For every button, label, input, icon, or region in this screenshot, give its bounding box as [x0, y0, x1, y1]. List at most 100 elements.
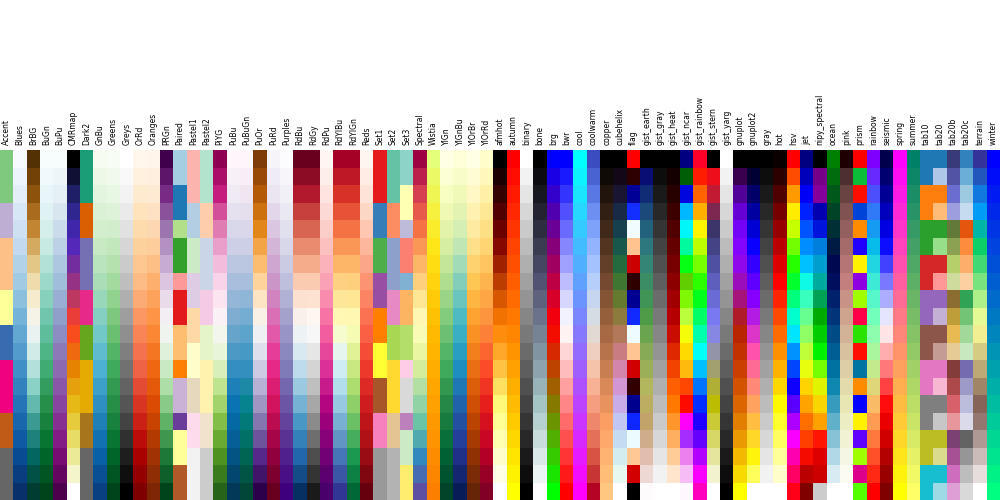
- Bar: [227, 238, 240, 255]
- Bar: [707, 342, 720, 360]
- Bar: [427, 325, 440, 342]
- Bar: [840, 412, 853, 430]
- Bar: [453, 308, 467, 325]
- Bar: [93, 482, 107, 500]
- Bar: [160, 290, 173, 308]
- Bar: [0, 412, 13, 430]
- Bar: [267, 272, 280, 290]
- Bar: [427, 272, 440, 290]
- Bar: [213, 395, 227, 412]
- Bar: [707, 238, 720, 255]
- Bar: [987, 482, 1000, 500]
- Bar: [773, 482, 787, 500]
- Bar: [520, 238, 533, 255]
- Bar: [493, 448, 507, 465]
- Bar: [160, 238, 173, 255]
- Bar: [400, 395, 413, 412]
- Bar: [200, 325, 213, 342]
- Bar: [840, 482, 853, 500]
- Bar: [13, 220, 27, 238]
- Bar: [333, 202, 347, 220]
- Bar: [787, 238, 800, 255]
- Bar: [667, 378, 680, 395]
- Text: gnuplot: gnuplot: [736, 116, 744, 145]
- Bar: [360, 220, 373, 238]
- Bar: [320, 272, 333, 290]
- Bar: [813, 360, 827, 378]
- Bar: [467, 448, 480, 465]
- Bar: [987, 290, 1000, 308]
- Text: PRGn: PRGn: [162, 124, 171, 145]
- Bar: [667, 465, 680, 482]
- Bar: [0, 220, 13, 238]
- Bar: [667, 342, 680, 360]
- Bar: [13, 342, 27, 360]
- Bar: [413, 168, 427, 185]
- Bar: [267, 395, 280, 412]
- Bar: [907, 290, 920, 308]
- Bar: [613, 325, 627, 342]
- Bar: [80, 202, 93, 220]
- Bar: [0, 290, 13, 308]
- Bar: [200, 465, 213, 482]
- Bar: [240, 325, 253, 342]
- Bar: [213, 482, 227, 500]
- Bar: [800, 430, 813, 448]
- Bar: [867, 342, 880, 360]
- Bar: [760, 255, 773, 272]
- Bar: [0, 360, 13, 378]
- Bar: [493, 255, 507, 272]
- Bar: [293, 325, 307, 342]
- Bar: [173, 308, 187, 325]
- Bar: [507, 168, 520, 185]
- Bar: [493, 150, 507, 168]
- Bar: [720, 168, 733, 185]
- Bar: [347, 395, 360, 412]
- Bar: [933, 378, 947, 395]
- Bar: [67, 202, 80, 220]
- Bar: [133, 325, 147, 342]
- Bar: [893, 272, 907, 290]
- Bar: [867, 308, 880, 325]
- Bar: [307, 202, 320, 220]
- Bar: [67, 465, 80, 482]
- Bar: [320, 185, 333, 202]
- Bar: [373, 342, 387, 360]
- Bar: [813, 150, 827, 168]
- Bar: [187, 378, 200, 395]
- Bar: [133, 308, 147, 325]
- Bar: [973, 185, 987, 202]
- Bar: [80, 150, 93, 168]
- Bar: [667, 360, 680, 378]
- Text: bone: bone: [536, 126, 544, 145]
- Bar: [933, 150, 947, 168]
- Bar: [67, 412, 80, 430]
- Bar: [53, 150, 67, 168]
- Bar: [413, 342, 427, 360]
- Bar: [800, 255, 813, 272]
- Bar: [773, 465, 787, 482]
- Bar: [933, 482, 947, 500]
- Bar: [547, 430, 560, 448]
- Bar: [13, 168, 27, 185]
- Bar: [320, 220, 333, 238]
- Bar: [733, 308, 747, 325]
- Bar: [27, 202, 40, 220]
- Bar: [667, 272, 680, 290]
- Bar: [960, 360, 973, 378]
- Bar: [760, 168, 773, 185]
- Bar: [880, 395, 893, 412]
- Text: RdGy: RdGy: [309, 124, 318, 145]
- Bar: [573, 290, 587, 308]
- Bar: [507, 482, 520, 500]
- Bar: [333, 412, 347, 430]
- Bar: [480, 290, 493, 308]
- Bar: [280, 412, 293, 430]
- Text: PuBuGn: PuBuGn: [242, 115, 251, 145]
- Bar: [173, 378, 187, 395]
- Bar: [493, 412, 507, 430]
- Bar: [933, 325, 947, 342]
- Bar: [453, 465, 467, 482]
- Bar: [867, 465, 880, 482]
- Bar: [67, 448, 80, 465]
